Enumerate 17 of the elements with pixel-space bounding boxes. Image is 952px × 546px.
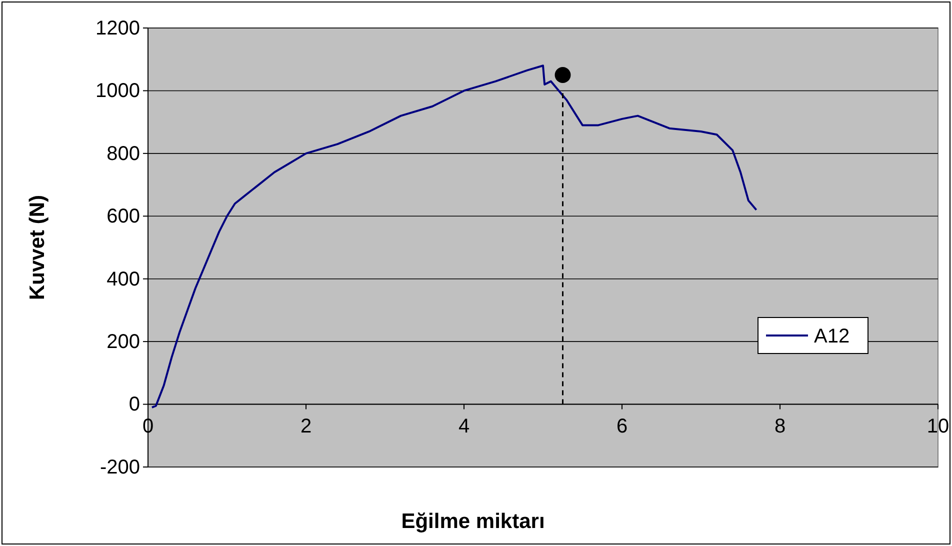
line-series: [150, 64, 758, 408]
x-tick-label: 6: [616, 415, 628, 438]
y-tick-label: 1000: [96, 80, 140, 102]
x-tick-label: 8: [774, 415, 786, 438]
x-tick-label: 4: [458, 415, 470, 438]
y-tick-label: 1200: [96, 17, 140, 40]
x-tick-label: 10: [926, 415, 950, 438]
y-tick-label: 400: [106, 268, 140, 290]
y-tick-label: -200: [100, 456, 140, 478]
legend-label: A12: [814, 326, 850, 348]
y-axis-title: Kuvvet (N): [26, 194, 49, 300]
x-tick-label: 2: [300, 415, 312, 438]
y-tick-label: 600: [106, 206, 140, 228]
y-tick-label: 800: [106, 142, 140, 165]
y-tick-label: 0: [128, 394, 140, 416]
x-axis-title: Eğilme miktarı: [401, 510, 545, 533]
y-tick-label: 200: [106, 330, 140, 353]
